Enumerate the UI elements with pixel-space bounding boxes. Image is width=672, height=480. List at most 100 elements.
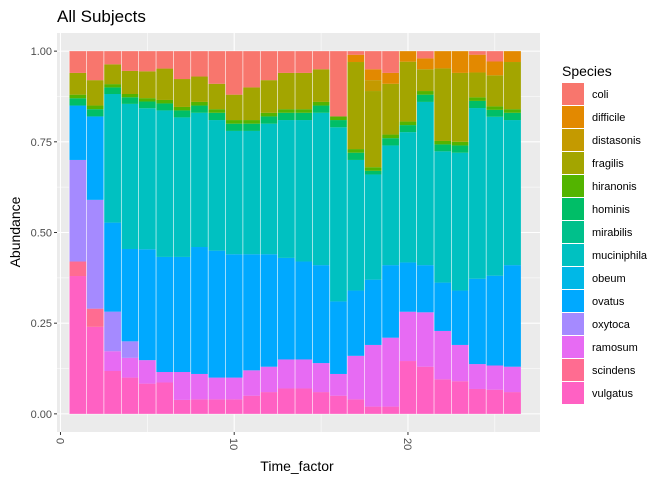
bar-segment-hiranonis [173,106,191,111]
bar-segment-fragilis [69,72,87,95]
bar-segment-muciniphila [190,112,209,248]
bar-segment-muciniphila [156,110,174,257]
y-axis: 0.00 0.25 0.50 0.75 1.00 [31,46,57,421]
bar-segment-fragilis [277,72,296,110]
bar-segment-ovatus [312,265,330,364]
bar-segment-hiranonis [208,109,226,113]
bar-segment-muciniphila [381,145,400,266]
bar-segment-vulgatus [486,389,504,414]
bar-segment-scindens [69,261,87,277]
bar-segment-ovatus [138,249,157,361]
bar-segment-ovatus [69,105,87,160]
bar-segment-vulgatus [364,406,382,414]
bar-segment-fragilis [503,62,521,110]
bar-segment-muciniphila [329,127,348,302]
bar-segment-hominis [451,145,469,153]
legend-label-ovatus: ovatus [592,296,625,308]
legend-swatch-ramosum [562,336,584,358]
bar-segment-hominis [399,125,417,133]
bar-segment-ovatus [295,261,313,360]
bar-segment-ramosum [208,377,226,400]
bar-segment-ovatus [277,257,296,360]
bar-segment-vulgatus [312,392,330,414]
bar-segment-hiranonis [190,101,209,106]
bar-segment-fragilis [208,83,226,110]
bar-segment-hiranonis [103,84,122,88]
bar-segment-muciniphila [277,120,296,258]
bar-segment-ovatus [173,256,191,373]
bar-segment-ramosum [416,312,435,367]
bar-segment-fragilis [451,72,469,142]
bar-segment-ovatus [86,116,104,200]
bar-segment-ramosum [486,365,504,390]
bar-segment-ramosum [364,344,382,407]
bar-segment-distasonis [364,80,382,92]
bar-segment-ovatus [364,279,382,345]
bar-segment-oxytoca [69,159,87,262]
bar-segment-muciniphila [399,132,417,263]
bar-segment-muciniphila [468,108,487,279]
bar-segment-fragilis [399,61,417,122]
bar-segment-oxytoca [121,341,139,358]
bar-segment-muciniphila [416,101,435,266]
bar-segment-coli [69,51,87,73]
bar-segment-hominis [468,100,487,109]
legend-swatch-coli [562,83,584,105]
bar-segment-hiranonis [416,91,435,95]
bar-segment-muciniphila [451,152,469,291]
bar-segment-ramosum [156,372,174,383]
bar-segment-hominis [208,112,226,121]
bar-segment-fragilis [434,68,452,141]
bar-segment-ovatus [381,265,400,338]
y-tick-label: 0.25 [31,318,52,330]
bar-segment-difficile [416,58,435,70]
bar-segment-coli [86,51,104,81]
bar-segment-vulgatus [329,395,348,414]
x-axis-title: Time_factor [260,458,334,474]
legend-label-hominis: hominis [592,204,630,216]
bar-segment-hiranonis [225,120,243,124]
bar-segment-hiranonis [381,134,400,139]
bar-segment-vulgatus [121,377,139,414]
bar-segment-fragilis [103,64,122,85]
legend-label-obeum: obeum [592,273,626,285]
bar-segment-fragilis [295,72,313,110]
bar-segment-muciniphila [434,151,452,283]
bar-segment-ovatus [347,290,365,356]
y-axis-title: Abundance [7,196,23,267]
bar-segment-coli [381,51,400,73]
bar-segment-hominis [364,170,382,175]
bar-segment-ramosum [434,330,452,380]
bar-segment-hominis [156,103,174,111]
bar-segment-hominis [434,144,452,152]
bar-segment-ovatus [190,247,209,374]
bar-segment-hominis [103,87,122,95]
bar-segment-fragilis [347,62,365,150]
bar-segment-coli [295,51,313,73]
bar-segment-hominis [190,105,209,113]
bar-segment-ramosum [277,359,296,389]
bar-segment-hiranonis [468,97,487,101]
bar-segment-ramosum [242,370,261,396]
bar-segment-coli [364,51,382,70]
bar-segment-coli [208,51,226,84]
bar-segment-hominis [347,152,365,160]
bar-segment-hominis [225,123,243,131]
bar-segment-fragilis [121,70,139,95]
bar-segment-difficile [434,51,452,69]
bar-segment-hominis [295,112,313,121]
bar-segment-muciniphila [208,120,226,251]
bar-segment-coli [173,51,191,80]
bar-segment-ramosum [103,351,122,371]
bar-segment-hiranonis [451,141,469,146]
bar-segment-hiranonis [486,106,504,110]
bar-segment-vulgatus [416,366,435,414]
bar-segment-coli [329,51,348,117]
bar-segment-vulgatus [347,399,365,414]
bar-segment-hominis [173,110,191,118]
bar-segment-muciniphila [121,103,139,249]
bar-segment-ovatus [329,301,348,374]
bar-segment-coli [416,51,435,59]
bar-segment-muciniphila [486,116,504,276]
bar-segment-coli [260,51,278,81]
